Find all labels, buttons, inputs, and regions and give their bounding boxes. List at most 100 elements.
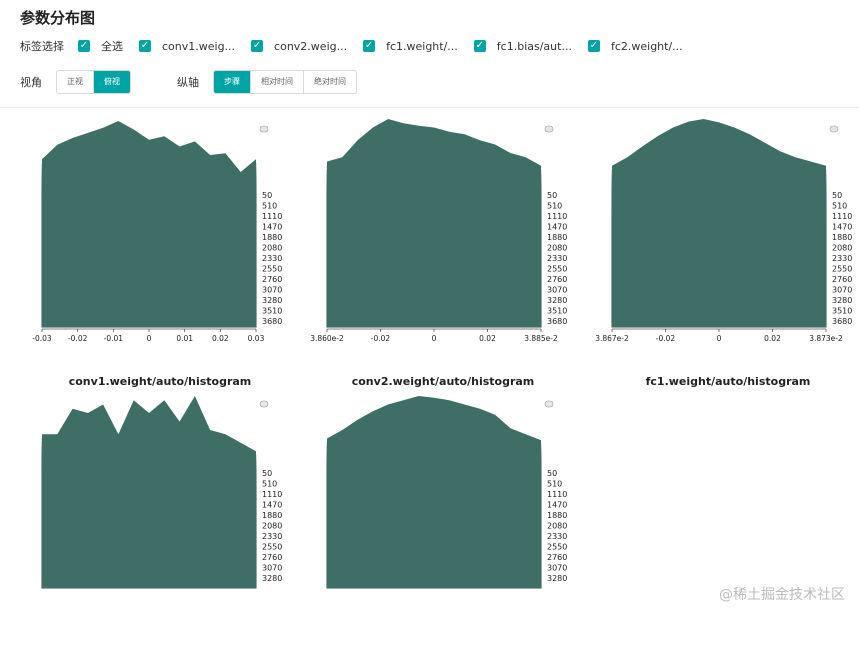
checkbox-check-icon[interactable]: ✓ [363,40,376,52]
axis-option[interactable]: 相对时间 [251,71,304,93]
y-tick-label: 3280 [262,296,282,305]
y-tick-label: 2760 [832,275,852,284]
y-tick-label: 50 [262,469,272,478]
checkbox-check-icon[interactable]: ✓ [139,40,151,52]
chart-panel-fc1: 50 510 1110 1470 1880 2080 2330 2550 2760 3070 328… [588,115,859,388]
y-tick-label: 3070 [262,564,282,573]
x-tick-label: -0.02 [68,334,88,343]
y-tick-label: 1470 [832,223,852,232]
y-tick-label: 1470 [547,223,567,232]
page-title: 参数分布图 [20,9,96,27]
y-tick-label: 3070 [832,286,852,295]
y-tick-label: 1110 [547,490,567,499]
axis-option[interactable]: 步骤 [214,71,251,93]
y-tick-label: 2550 [262,265,282,274]
y-tick-label: 510 [547,202,562,211]
x-tick-label: 3.860e-2 [310,334,344,343]
y-tick-label: 2760 [262,275,282,284]
y-tick-label: 1470 [262,223,282,232]
checkbox-check-icon[interactable]: ✓ [251,40,264,52]
zoom-indicator-icon[interactable] [259,400,269,408]
select-all-checkbox[interactable]: ✓ 全选 [78,38,123,54]
checkbox-check-icon[interactable]: ✓ [587,40,600,52]
view-option[interactable]: 俯视 [94,71,130,93]
checkbox-check-icon[interactable]: ✓ [78,40,90,52]
y-tick-label: 3680 [262,317,282,326]
y-tick-label: 50 [262,191,272,200]
y-tick-label: 1880 [547,233,567,242]
y-tick-label: 3280 [547,296,567,305]
histogram-ridge [42,396,256,588]
axis-option[interactable]: 绝对时间 [314,77,346,86]
zoom-indicator-icon[interactable] [829,125,839,133]
x-tick-label: -0.02 [371,334,391,343]
y-tick-label: 50 [832,191,842,200]
y-tick-label: 3070 [262,286,282,295]
chart-panel-conv2: 50 510 1110 1470 1880 2080 2330 2550 2760 3070 328… [303,115,583,388]
y-tick-label: 2330 [547,254,567,263]
y-tick-label: 1470 [547,501,567,510]
y-tick-label: 3680 [547,317,567,326]
y-tick-label: 2760 [262,553,282,562]
y-tick-label: 3070 [547,564,567,573]
zoom-indicator-icon[interactable] [544,400,554,408]
x-tick-label: 3.873e-2 [809,334,843,343]
chart-title-fc1: fc1.weight/auto/histogram [645,375,811,388]
histogram-ridge [327,119,541,327]
x-tick-label: 0.03 [248,334,265,343]
tag-selector: 标签选择 ✓ 全选 ✓ conv1.weig... ✓ conv2.weig... ✓ fc1… [20,38,695,54]
y-tick-label: 2760 [547,275,567,284]
tag-label: fc2.weight/... [610,39,683,53]
y-tick-label: 3510 [832,307,852,316]
y-tick-label: 3510 [547,307,567,316]
histogram-ridge [327,396,541,588]
x-tick-label: -0.01 [104,334,124,343]
y-tick-label: 3680 [832,317,852,326]
y-tick-label: 2550 [832,265,852,274]
chart-title-conv2: conv2.weight/auto/histogram [351,375,535,388]
tag-label: 全选 [101,40,123,53]
x-tick-label: 0.01 [176,334,193,343]
y-tick-label: 2550 [547,543,567,552]
tag-label: conv2.weig... [274,39,348,53]
chart-panel-5: 50 510 1110 1470 1880 2080 2330 2550 2760 3070 328… [303,390,583,652]
histogram-ridge [612,119,826,327]
chart-panel-conv1: 50 510 1110 1470 1880 2080 2330 2550 2760 3070 328… [20,115,300,388]
y-tick-label: 50 [547,469,557,478]
view-controls: 视角 正视 俯视 纵轴 步骤 相对时间 绝对时间 [20,70,357,94]
y-tick-label: 1110 [262,212,282,221]
tag-checkbox[interactable]: ✓ fc1.weight/... [363,40,458,53]
y-tick-label: 2330 [547,532,567,541]
y-tick-label: 2080 [547,522,567,531]
tag-label: conv1.weig... [162,39,236,53]
tag-checkbox[interactable]: ✓ fc2.weight/... [587,39,683,53]
y-tick-label: 1470 [262,501,282,510]
y-tick-label: 2080 [547,244,567,253]
tag-label: fc1.bias/aut... [496,39,572,53]
view-option[interactable]: 正视 [57,71,94,93]
y-tick-label: 1880 [262,233,282,242]
x-tick-label: -0.03 [32,334,52,343]
y-tick-label: 510 [262,202,277,211]
y-tick-label: 2760 [547,553,567,562]
y-tick-label: 2550 [262,543,282,552]
axis-toggle: 步骤 相对时间 绝对时间 [213,70,357,94]
checkbox-check-icon[interactable]: ✓ [473,40,486,52]
y-tick-label: 510 [832,202,847,211]
x-tick-label: 0 [147,334,152,343]
zoom-indicator-icon[interactable] [544,125,554,133]
x-tick-label: 0 [432,334,437,343]
y-tick-label: 2550 [547,265,567,274]
zoom-indicator-icon[interactable] [259,125,269,133]
y-tick-label: 2080 [262,522,282,531]
y-tick-label: 3280 [262,574,282,583]
y-tick-label: 510 [547,480,562,489]
y-tick-label: 50 [547,191,557,200]
tag-checkbox[interactable]: ✓ conv2.weig... [251,40,347,53]
tag-checkbox[interactable]: ✓ fc1.bias/aut... [473,39,572,53]
tag-label: fc1.weight/... [386,39,458,53]
tag-checkbox[interactable]: ✓ conv1.weig... [139,40,235,53]
view-label: 视角 [20,76,42,89]
y-tick-label: 1110 [832,212,852,221]
